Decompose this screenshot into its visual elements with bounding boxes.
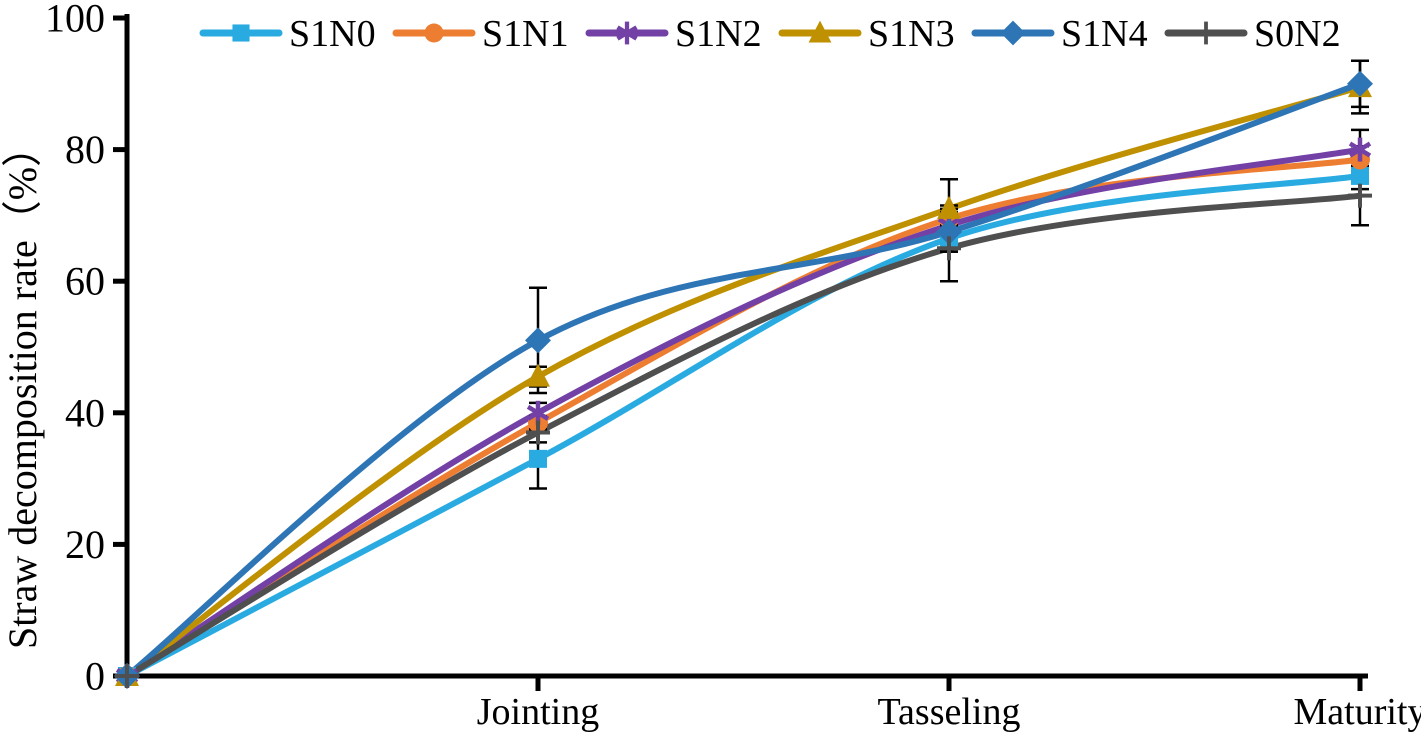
legend-item-S1N2: S1N2 <box>585 13 762 55</box>
series-S1N2-marker-Maturity <box>1348 137 1372 162</box>
y-tick-label-0: 0 <box>85 654 105 699</box>
legend-label-S1N3: S1N3 <box>868 13 955 55</box>
y-tick-label-20: 20 <box>65 522 105 567</box>
legend: S1N0 S1N1 S1N2 S1N3 S1N4 S0N2 <box>199 13 1341 55</box>
series-S1N4-marker-Maturity <box>1347 70 1373 97</box>
legend-label-S1N0: S1N0 <box>289 13 376 55</box>
series-S1N3-marker-Tasseling <box>937 195 961 219</box>
legend-item-S1N0: S1N0 <box>199 13 376 55</box>
x-category-label-Maturity: Maturity <box>1294 691 1421 733</box>
y-tick-label-80: 80 <box>65 127 105 172</box>
legend-label-S1N1: S1N1 <box>482 13 569 55</box>
series-S1N3-line <box>124 84 1363 679</box>
series-S1N3-marker-Jointing <box>526 363 550 387</box>
legend-label-S0N2: S0N2 <box>1254 13 1341 55</box>
series-S1N4-marker-Jointing <box>525 327 551 354</box>
legend-marker-plus-icon <box>1194 21 1218 45</box>
legend-swatch-S1N3 <box>778 20 862 43</box>
series-S0N2-marker-Jointing <box>526 420 550 445</box>
legend-swatch-S1N0 <box>199 24 283 42</box>
legend-item-S1N1: S1N1 <box>392 13 569 55</box>
series-S1N0-marker-Jointing <box>529 449 547 468</box>
series-S0N2-line <box>124 192 1363 679</box>
series-S1N2-line <box>124 146 1363 679</box>
legend-marker-triangle-icon <box>808 20 832 43</box>
y-tick-label-100: 100 <box>45 0 105 41</box>
legend-item-S0N2: S0N2 <box>1164 13 1341 55</box>
series-S0N2-marker-Maturity <box>1348 183 1372 208</box>
series-S1N4-marker-Tasseling <box>936 218 962 245</box>
legend-item-S1N3: S1N3 <box>778 13 955 55</box>
legend-marker-square-icon <box>232 24 250 42</box>
legend-swatch-S0N2 <box>1164 21 1248 45</box>
x-category-label-Jointing: Jointing <box>477 691 599 733</box>
legend-marker-circle-icon <box>424 23 444 43</box>
legend-swatch-S1N1 <box>392 23 476 43</box>
y-axis-title: Straw decomposition rate（%） <box>0 127 45 649</box>
legend-label-S1N4: S1N4 <box>1061 13 1148 55</box>
x-category-label-Tasseling: Tasseling <box>878 691 1021 733</box>
legend-marker-asterisk-icon <box>616 21 638 45</box>
series-S1N0-marker-Maturity <box>1351 166 1369 185</box>
legend-item-S1N4: S1N4 <box>971 13 1148 55</box>
y-tick-label-60: 60 <box>65 259 105 304</box>
legend-swatch-S1N2 <box>585 21 669 45</box>
series-S1N4-line <box>124 80 1363 679</box>
legend-marker-diamond-icon <box>1000 20 1026 46</box>
legend-swatch-S1N4 <box>971 20 1055 46</box>
series-S0N2-marker-Tasseling <box>937 236 961 261</box>
series-S0N2-marker-start <box>115 664 139 688</box>
series-S1N0-line <box>124 172 1363 679</box>
y-tick-label-40: 40 <box>65 390 105 435</box>
legend-label-S1N2: S1N2 <box>675 13 762 55</box>
